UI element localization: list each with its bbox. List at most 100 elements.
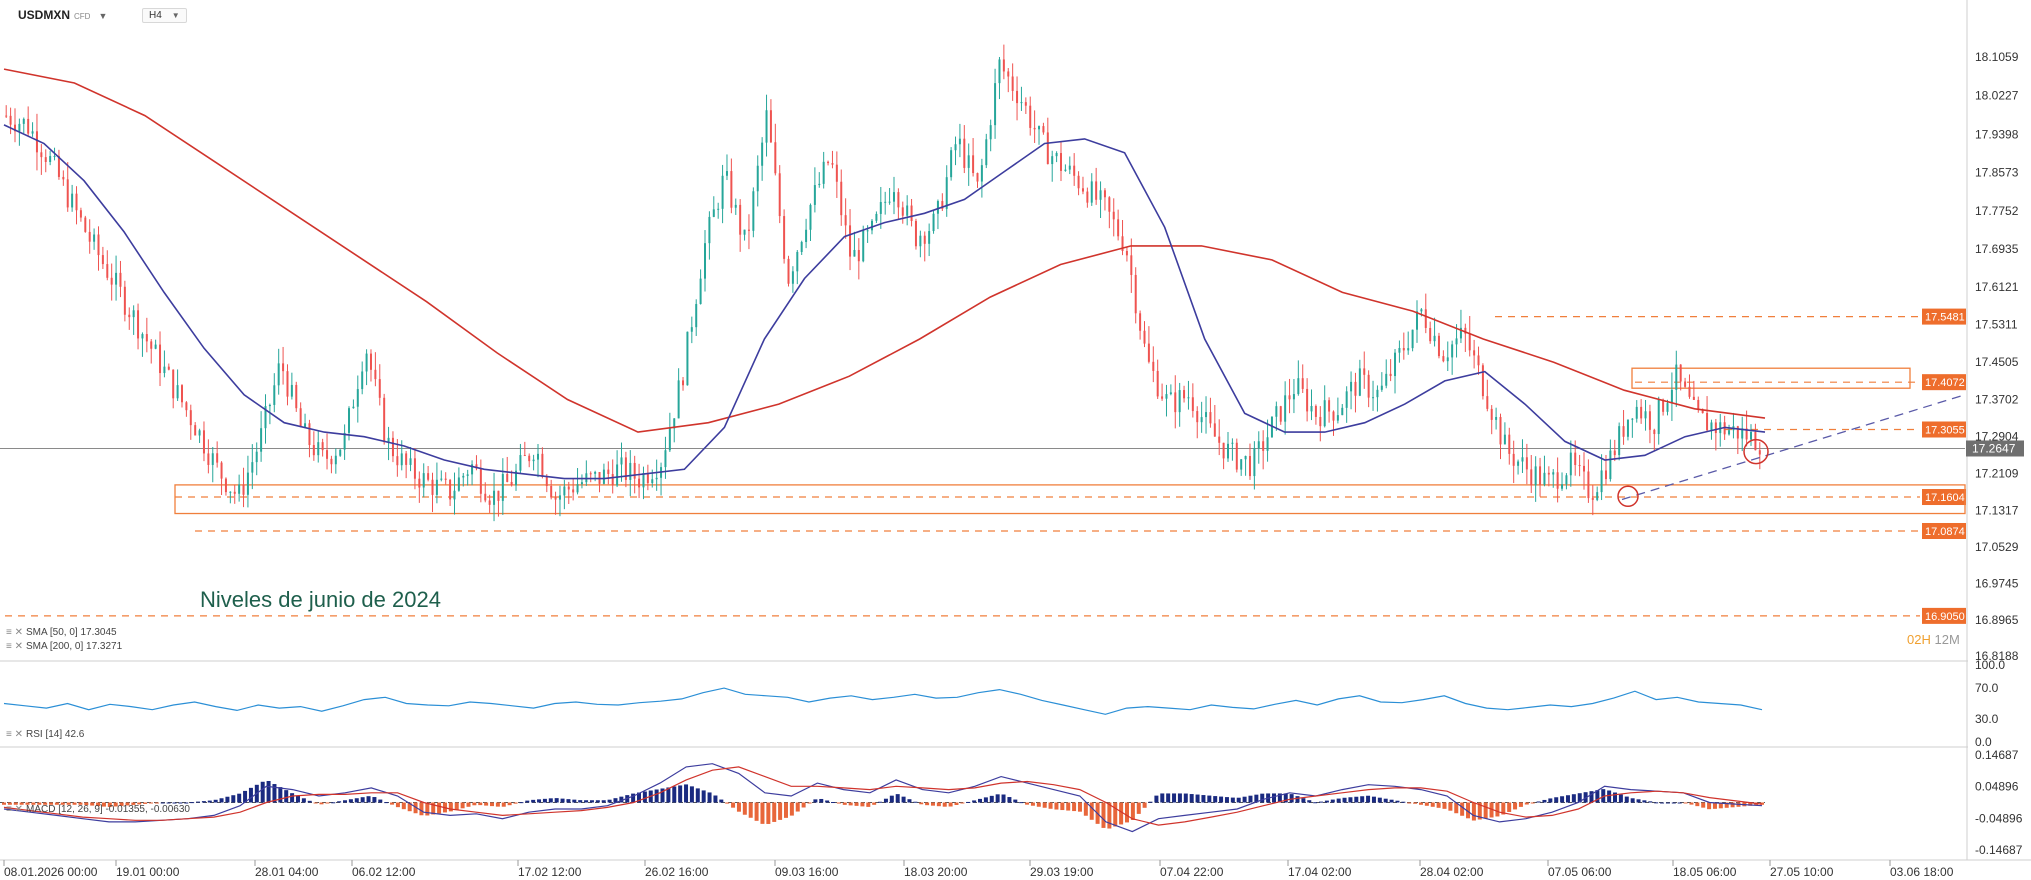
- candle-body: [1508, 434, 1511, 454]
- price-tick-label: 17.2904: [1975, 430, 2019, 444]
- level-label-bg: [1922, 522, 1966, 539]
- settings-icon[interactable]: ≡ ✕: [6, 729, 23, 740]
- candle-body: [1262, 441, 1265, 451]
- support-zone-box[interactable]: [174, 484, 1966, 515]
- candle-body: [963, 138, 966, 168]
- legend-macd[interactable]: ≡ ✕ MACD [12, 26, 9] -0.01355, -0.00630: [6, 804, 190, 815]
- macd-histogram-bar: [1636, 799, 1641, 803]
- macd-histogram-bar: [1707, 802, 1712, 810]
- macd-histogram-bar: [1695, 802, 1700, 807]
- time-tick-label: 07.05 06:00: [1548, 865, 1612, 879]
- candle-body: [339, 449, 342, 456]
- macd-tick-label: -0.04896: [1975, 811, 2023, 825]
- sma50-line[interactable]: [3, 124, 1766, 480]
- rsi-panel[interactable]: [0, 660, 1968, 715]
- macd-histogram-bar: [131, 802, 136, 805]
- candle-body: [1345, 391, 1348, 408]
- candle-body: [185, 402, 188, 411]
- settings-icon[interactable]: ≡ ✕: [6, 641, 23, 652]
- time-axis[interactable]: 08.01.2026 00:00 19.01 00:00 28.01 04:00 06…: [0, 859, 2031, 879]
- candle-body: [1235, 442, 1238, 470]
- legend-sma200[interactable]: ≡ ✕ SMA [200, 0] 17.3271: [6, 641, 122, 652]
- macd-histogram-bar: [454, 802, 459, 810]
- macd-histogram-bar: [1142, 802, 1147, 808]
- macd-histogram-bar: [836, 802, 841, 804]
- macd-histogram-bar: [1577, 793, 1582, 803]
- price-panel[interactable]: 17.5481 17.4072 17.3055 17.1604 17.0874 16.90…: [0, 44, 1966, 624]
- candle-body: [1248, 456, 1251, 477]
- price-axis[interactable]: 18.1059 18.0227 17.9398 17.8573 17.7752 17.69…: [1966, 0, 2024, 860]
- candle-body: [343, 432, 346, 450]
- macd-histogram-bar: [1248, 795, 1253, 803]
- macd-histogram-bar: [654, 789, 659, 803]
- symbol-selector[interactable]: USDMXN CFD ▼: [18, 8, 107, 22]
- candle-body: [1473, 350, 1476, 356]
- candle-body: [734, 204, 737, 208]
- candle-body: [563, 486, 566, 496]
- macd-histogram-bar: [295, 795, 300, 803]
- macd-histogram-bar: [713, 795, 718, 803]
- current-price-label: 17.2647: [1972, 441, 2016, 455]
- macd-line[interactable]: [3, 763, 1763, 833]
- macd-signal-line[interactable]: [3, 766, 1763, 826]
- legend-sma50[interactable]: ≡ ✕ SMA [50, 0] 17.3045: [6, 627, 117, 638]
- candle-body: [536, 453, 539, 460]
- macd-histogram-bar: [1330, 799, 1335, 803]
- macd-histogram-bar: [954, 802, 959, 805]
- macd-histogram-bar: [772, 802, 777, 822]
- candle-body: [391, 437, 394, 457]
- macd-histogram-bar: [778, 802, 783, 820]
- settings-icon[interactable]: ≡ ✕: [6, 627, 23, 638]
- price-tick-label: 16.9745: [1975, 577, 2019, 591]
- resistance-zone-box[interactable]: [1631, 367, 1911, 389]
- highlight-circle[interactable]: [1617, 485, 1639, 508]
- macd-panel[interactable]: [0, 746, 1968, 833]
- macd-histogram-bar: [1107, 802, 1112, 829]
- macd-histogram-bar: [1454, 802, 1459, 814]
- macd-histogram-bar: [1160, 793, 1165, 803]
- macd-histogram-bar: [207, 800, 212, 803]
- macd-histogram-bar: [825, 800, 830, 803]
- candle-body: [1719, 422, 1722, 434]
- candle-body: [299, 408, 302, 427]
- macd-histogram-bar: [1060, 802, 1065, 811]
- level-label-bg: [1922, 308, 1966, 325]
- macd-histogram-bar: [1201, 795, 1206, 803]
- price-tick-label: 17.3702: [1975, 392, 2019, 406]
- trendline[interactable]: [1621, 394, 1966, 501]
- settings-icon[interactable]: ≡ ✕: [6, 804, 23, 815]
- candle-body: [1152, 361, 1155, 371]
- candle-body: [1046, 132, 1049, 165]
- timeframe-selector[interactable]: H4 ▼: [142, 8, 187, 23]
- chevron-down-icon[interactable]: ▼: [98, 11, 108, 21]
- time-tick-label: 28.01 04:00: [255, 865, 319, 879]
- macd-histogram-bar: [1724, 802, 1729, 808]
- macd-histogram-bar: [1665, 802, 1670, 804]
- candle-body: [620, 457, 623, 465]
- highlight-circle[interactable]: [1743, 438, 1769, 465]
- candle-body: [110, 277, 113, 285]
- level-label-bg: [1922, 607, 1966, 624]
- macd-histogram-bar: [1042, 802, 1047, 808]
- candle-body: [211, 453, 214, 465]
- candle-body: [545, 476, 548, 486]
- sma200-line[interactable]: [3, 68, 1766, 433]
- chevron-down-icon[interactable]: ▼: [171, 11, 180, 20]
- macd-histogram-bar: [1436, 802, 1441, 808]
- macd-histogram-bar: [60, 802, 65, 805]
- time-tick-label: 19.01 00:00: [116, 865, 180, 879]
- candle-body: [238, 484, 241, 494]
- price-tick-label: 18.1059: [1975, 50, 2019, 64]
- candle-body: [541, 453, 544, 477]
- candle-body: [444, 478, 447, 480]
- macd-histogram-bar: [190, 802, 195, 804]
- legend-rsi[interactable]: ≡ ✕ RSI [14] 42.6: [6, 729, 84, 740]
- macd-histogram-bar: [595, 800, 600, 803]
- macd-histogram-bar: [407, 802, 412, 812]
- rsi-line[interactable]: [3, 687, 1763, 715]
- macd-histogram-bar: [148, 802, 153, 804]
- candle-body: [945, 177, 948, 209]
- candle-body: [1495, 416, 1498, 420]
- candle-body: [1481, 365, 1484, 397]
